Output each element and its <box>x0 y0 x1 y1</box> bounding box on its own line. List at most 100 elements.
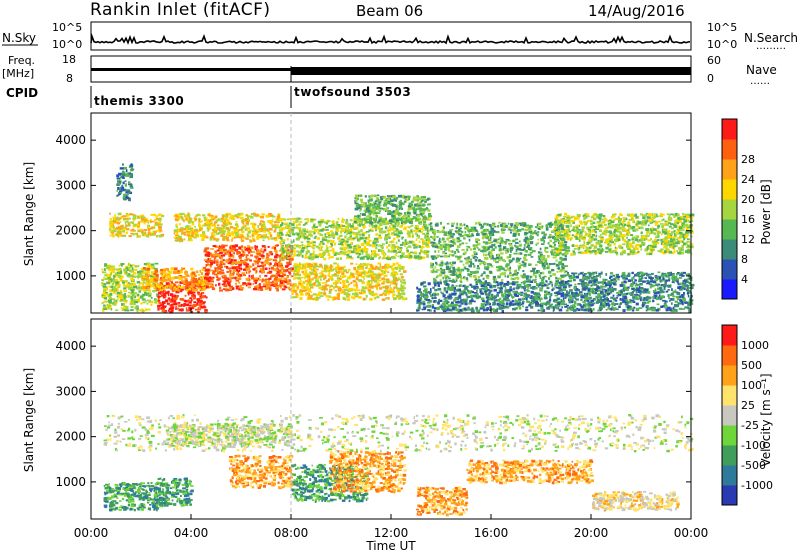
power-echo-cell <box>190 299 193 302</box>
power-echo-cell <box>205 264 209 266</box>
power-echo-cell <box>298 236 302 239</box>
power-echo-cell <box>397 217 400 220</box>
power-echo-cell <box>372 275 377 278</box>
power-echo-cell <box>277 273 281 277</box>
power-echo-cell <box>387 248 390 252</box>
power-echo-cell <box>387 250 392 253</box>
power-echo-cell <box>384 253 387 256</box>
power-echo-cell <box>103 286 107 289</box>
power-echo-cell <box>301 243 304 247</box>
power-echo-cell <box>392 279 396 283</box>
power-echo-cell <box>398 208 401 210</box>
power-echo-cell <box>150 274 154 278</box>
power-echo-cell <box>302 266 306 269</box>
power-echo-cell <box>240 268 243 271</box>
power-echo-cell <box>249 239 253 243</box>
power-echo-cell <box>133 223 137 226</box>
power-echo-cell <box>363 227 365 230</box>
power-echo-cell <box>257 225 260 228</box>
power-echo-cell <box>347 224 350 227</box>
power-echo-cell <box>307 243 311 246</box>
power-echo-cell <box>362 262 366 265</box>
power-echo-cell <box>241 249 244 252</box>
power-echo-cell <box>409 214 412 216</box>
power-echo-cell <box>224 214 229 217</box>
power-echo-cell <box>391 247 395 250</box>
power-echo-cell <box>129 264 133 267</box>
power-echo-cell <box>519 257 522 260</box>
power-echo-cell <box>206 221 210 225</box>
power-echo-cell <box>324 221 327 224</box>
power-echo-cell <box>158 301 162 305</box>
power-echo-cell <box>219 264 222 268</box>
power-echo-cell <box>245 247 250 250</box>
power-echo-cell <box>487 275 490 277</box>
power-echo-cell <box>424 201 427 203</box>
power-echo-cell <box>437 249 440 253</box>
power-echo-cell <box>491 248 495 252</box>
power-echo-cell <box>175 306 178 309</box>
power-echo-cell <box>294 296 299 299</box>
power-echo-cell <box>224 223 228 227</box>
power-echo-cell <box>278 275 283 278</box>
power-echo-cell <box>278 262 282 266</box>
power-echo-cell <box>515 259 519 263</box>
power-echo-cell <box>372 243 377 246</box>
power-echo-cell <box>234 276 239 279</box>
power-echo-cell <box>234 223 239 226</box>
power-echo-cell <box>312 277 315 279</box>
power-echo-cell <box>463 223 466 226</box>
power-echo-cell <box>388 228 391 232</box>
power-echo-cell <box>434 223 439 227</box>
power-echo-cell <box>248 251 251 254</box>
power-echo-cell <box>220 217 225 220</box>
power-echo-cell <box>221 244 225 247</box>
power-echo-cell <box>269 277 272 280</box>
power-echo-cell <box>120 307 125 310</box>
power-echo-cell <box>401 194 405 198</box>
power-echo-cell <box>348 288 352 291</box>
power-echo-cell <box>205 247 210 250</box>
power-echo-cell <box>535 232 538 235</box>
power-echo-cell <box>289 254 292 257</box>
power-echo-cell <box>268 262 272 266</box>
power-echo-cell <box>170 280 173 283</box>
power-echo-cell <box>316 273 319 276</box>
power-echo-cell <box>343 275 347 278</box>
power-echo-cell <box>286 234 290 236</box>
power-echo-cell <box>123 268 127 272</box>
power-echo-cell <box>422 198 426 201</box>
power-echo-cell <box>366 241 370 245</box>
power-echo-cell <box>427 203 431 206</box>
power-echo-cell <box>180 232 183 235</box>
power-echo-cell <box>112 216 116 220</box>
power-echo-cell <box>510 277 513 281</box>
power-echo-cell <box>507 267 511 271</box>
power-echo-cell <box>418 240 421 244</box>
power-echo-cell <box>295 293 298 296</box>
power-echo-cell <box>190 310 193 314</box>
power-echo-cell <box>138 221 141 224</box>
power-echo-cell <box>241 272 245 275</box>
power-echo-cell <box>178 304 182 307</box>
power-echo-cell <box>442 251 446 255</box>
power-echo-cell <box>367 289 372 292</box>
power-echo-cell <box>343 297 345 301</box>
power-echo-cell <box>238 288 241 291</box>
power-echo-cell <box>129 266 134 269</box>
power-echo-cell <box>114 301 118 305</box>
power-echo-cell <box>215 254 220 257</box>
power-echo-cell <box>183 282 188 285</box>
power-echo-cell <box>110 285 113 289</box>
power-echo-cell <box>522 222 526 225</box>
power-echo-cell <box>503 269 507 272</box>
power-echo-cell <box>114 214 116 217</box>
power-echo-cell <box>396 205 398 209</box>
power-echo-cell <box>387 210 391 213</box>
power-echo-cell <box>119 232 122 235</box>
power-echo-cell <box>369 208 372 211</box>
power-echo-cell <box>419 197 422 201</box>
power-echo-cell <box>493 278 496 282</box>
power-echo-cell <box>523 224 526 227</box>
power-echo-cell <box>198 224 201 228</box>
